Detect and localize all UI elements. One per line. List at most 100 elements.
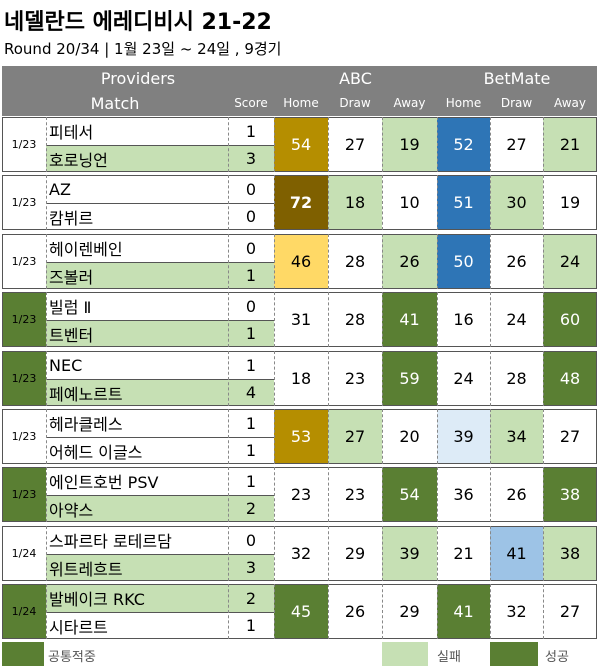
abc-away-prob: 20 bbox=[382, 409, 437, 464]
abc-draw-prob: 18 bbox=[328, 175, 382, 230]
abc-draw-prob: 29 bbox=[328, 526, 382, 581]
betmate-away-prob: 38 bbox=[543, 526, 597, 581]
abc-draw-prob: 27 bbox=[328, 409, 382, 464]
column-divider bbox=[46, 351, 47, 406]
column-divider bbox=[490, 526, 491, 581]
betmate-away-prob: 48 bbox=[543, 351, 597, 406]
betmate-away-prob: 24 bbox=[543, 234, 597, 289]
home-team: 스파르타 로테르담 bbox=[46, 526, 228, 554]
column-divider bbox=[46, 292, 47, 347]
column-divider bbox=[274, 351, 275, 406]
betmate-draw-prob: 24 bbox=[490, 292, 543, 347]
column-divider bbox=[46, 175, 47, 230]
betmate-away-prob: 19 bbox=[543, 175, 597, 230]
column-divider bbox=[382, 526, 383, 581]
column-divider bbox=[328, 117, 329, 172]
home-team: 빌럼 Ⅱ bbox=[46, 292, 228, 320]
match-date: 1/23 bbox=[2, 351, 46, 406]
column-divider bbox=[228, 351, 229, 406]
away-team: 호로닝언 bbox=[46, 145, 228, 172]
betmate-draw-prob: 26 bbox=[490, 467, 543, 522]
column-divider bbox=[228, 467, 229, 522]
column-divider bbox=[382, 467, 383, 522]
abc-draw-prob: 28 bbox=[328, 234, 382, 289]
column-divider bbox=[437, 234, 438, 289]
abc-draw-prob: 27 bbox=[328, 117, 382, 172]
away-team: 아약스 bbox=[46, 495, 228, 522]
home-score: 0 bbox=[228, 292, 274, 320]
column-divider bbox=[490, 409, 491, 464]
match-date: 1/23 bbox=[2, 234, 46, 289]
header-match: Match bbox=[2, 90, 228, 116]
betmate-away-prob: 60 bbox=[543, 292, 597, 347]
column-divider bbox=[490, 175, 491, 230]
column-divider bbox=[382, 292, 383, 347]
column-divider bbox=[228, 584, 229, 639]
team-divider bbox=[46, 437, 274, 438]
header-abc-away: Away bbox=[382, 90, 437, 116]
home-team: 에인트호번 PSV bbox=[46, 467, 228, 495]
column-divider bbox=[328, 351, 329, 406]
home-score: 1 bbox=[228, 409, 274, 437]
column-divider bbox=[46, 584, 47, 639]
column-divider bbox=[490, 467, 491, 522]
column-divider bbox=[46, 467, 47, 522]
betmate-home-prob: 52 bbox=[437, 117, 490, 172]
header-providers: Providers bbox=[2, 66, 274, 90]
betmate-draw-prob: 26 bbox=[490, 234, 543, 289]
betmate-draw-prob: 32 bbox=[490, 584, 543, 639]
abc-home-prob: 72 bbox=[274, 175, 328, 230]
betmate-away-prob: 38 bbox=[543, 467, 597, 522]
team-divider bbox=[46, 612, 274, 613]
abc-home-prob: 46 bbox=[274, 234, 328, 289]
abc-home-prob: 45 bbox=[274, 584, 328, 639]
column-divider bbox=[543, 292, 544, 347]
column-divider bbox=[543, 584, 544, 639]
column-divider bbox=[543, 467, 544, 522]
away-score: 4 bbox=[228, 379, 274, 406]
abc-home-prob: 18 bbox=[274, 351, 328, 406]
column-divider bbox=[228, 292, 229, 347]
legend-success-label: 성공 bbox=[545, 650, 569, 665]
column-divider bbox=[274, 175, 275, 230]
column-divider bbox=[228, 175, 229, 230]
betmate-draw-prob: 28 bbox=[490, 351, 543, 406]
home-score: 1 bbox=[228, 467, 274, 495]
home-team: 발베이크 RKC bbox=[46, 584, 228, 612]
column-divider bbox=[382, 409, 383, 464]
column-divider bbox=[490, 117, 491, 172]
betmate-draw-prob: 34 bbox=[490, 409, 543, 464]
away-team: 어헤드 이글스 bbox=[46, 437, 228, 464]
column-divider bbox=[437, 409, 438, 464]
header-bm-away: Away bbox=[543, 90, 597, 116]
team-divider bbox=[46, 262, 274, 263]
betmate-away-prob: 27 bbox=[543, 409, 597, 464]
abc-home-prob: 23 bbox=[274, 467, 328, 522]
home-score: 0 bbox=[228, 175, 274, 203]
home-team: 헤이렌베인 bbox=[46, 234, 228, 262]
column-divider bbox=[437, 351, 438, 406]
betmate-home-prob: 39 bbox=[437, 409, 490, 464]
team-divider bbox=[46, 203, 274, 204]
away-team: 시타르트 bbox=[46, 612, 228, 639]
column-divider bbox=[543, 526, 544, 581]
home-team: 헤라클레스 bbox=[46, 409, 228, 437]
column-divider bbox=[328, 526, 329, 581]
round-subtitle: Round 20/34 | 1월 23일 ~ 24일 , 9경기 bbox=[4, 40, 282, 58]
column-divider bbox=[543, 234, 544, 289]
column-divider bbox=[437, 584, 438, 639]
betmate-home-prob: 50 bbox=[437, 234, 490, 289]
betmate-home-prob: 36 bbox=[437, 467, 490, 522]
column-divider bbox=[437, 117, 438, 172]
column-divider bbox=[490, 234, 491, 289]
betmate-away-prob: 21 bbox=[543, 117, 597, 172]
legend-success-swatch bbox=[490, 642, 538, 666]
column-divider bbox=[382, 584, 383, 639]
match-date: 1/23 bbox=[2, 467, 46, 522]
column-divider bbox=[382, 234, 383, 289]
abc-home-prob: 54 bbox=[274, 117, 328, 172]
column-divider bbox=[382, 175, 383, 230]
abc-away-prob: 26 bbox=[382, 234, 437, 289]
abc-away-prob: 41 bbox=[382, 292, 437, 347]
away-score: 1 bbox=[228, 262, 274, 289]
